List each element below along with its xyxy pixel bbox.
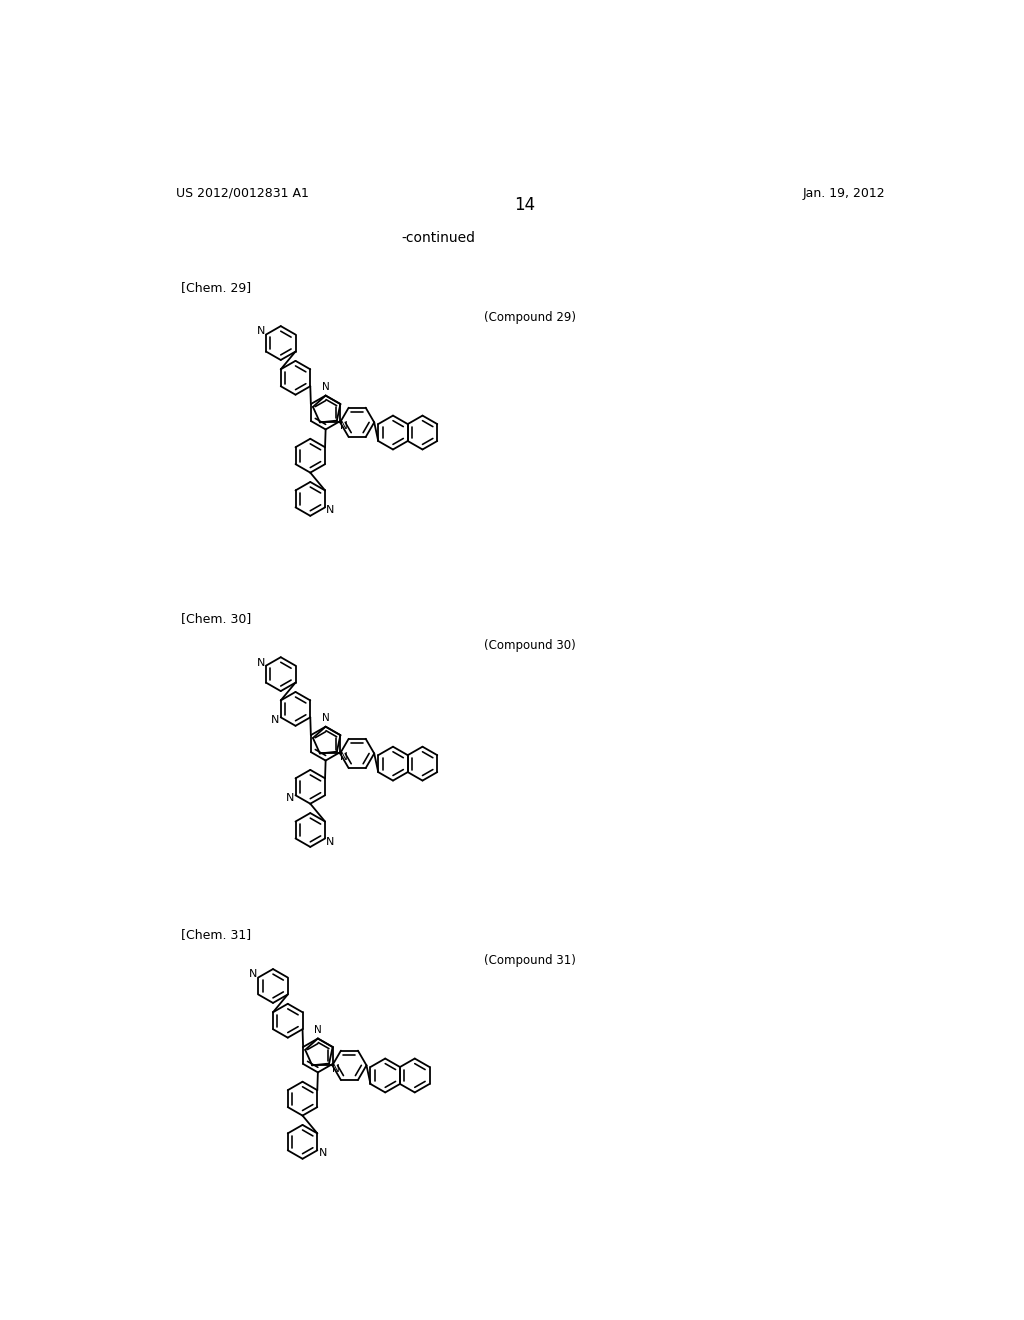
Text: N: N	[327, 506, 335, 515]
Text: N: N	[256, 326, 265, 337]
Text: (Compound 29): (Compound 29)	[484, 312, 577, 325]
Text: -continued: -continued	[401, 231, 475, 244]
Text: N: N	[271, 715, 280, 726]
Text: N: N	[314, 1026, 322, 1035]
Text: (Compound 31): (Compound 31)	[484, 954, 577, 968]
Text: [Chem. 30]: [Chem. 30]	[180, 612, 251, 626]
Text: US 2012/0012831 A1: US 2012/0012831 A1	[176, 186, 309, 199]
Text: N: N	[256, 657, 265, 668]
Text: N: N	[322, 381, 330, 392]
Text: N: N	[322, 713, 330, 723]
Text: N: N	[340, 751, 347, 762]
Text: N: N	[332, 1064, 340, 1073]
Text: N: N	[327, 837, 335, 846]
Text: [Chem. 31]: [Chem. 31]	[180, 928, 251, 941]
Text: N: N	[318, 1148, 327, 1159]
Text: N: N	[286, 793, 294, 804]
Text: [Chem. 29]: [Chem. 29]	[180, 281, 251, 294]
Text: N: N	[249, 969, 257, 979]
Text: 14: 14	[514, 195, 536, 214]
Text: Jan. 19, 2012: Jan. 19, 2012	[802, 186, 885, 199]
Text: N: N	[340, 421, 347, 430]
Text: (Compound 30): (Compound 30)	[484, 639, 577, 652]
